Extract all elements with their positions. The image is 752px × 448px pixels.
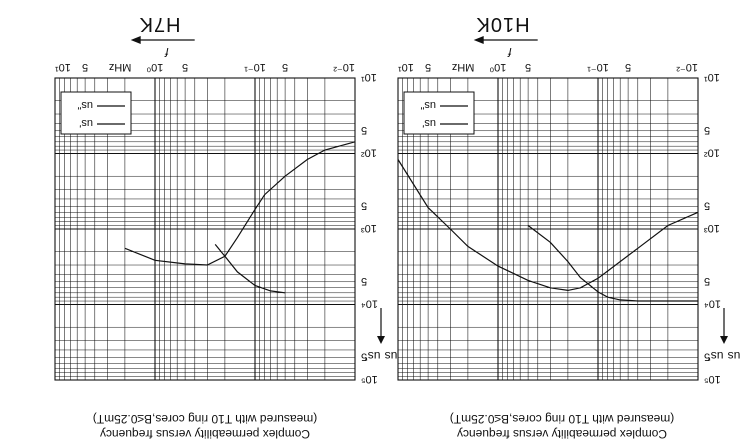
x-tick-label: 10¹ (55, 61, 71, 73)
legend-box (403, 91, 475, 135)
y-tick-label: 5 (704, 124, 710, 136)
x-tick-label: 10⁻¹ (244, 61, 266, 73)
x-tick-label: 5 (425, 61, 431, 73)
y-tick-label: 5 (704, 199, 710, 211)
y-tick-label: 10⁴ (704, 298, 721, 310)
y-tick-label: 5 (361, 199, 367, 211)
series-line-real (214, 244, 286, 294)
x-tick-label: 5 (282, 61, 288, 73)
x-tick-label: 10¹ (398, 61, 414, 73)
y-axis-label-left: us (385, 349, 398, 363)
y-axis-label-right: us' (709, 349, 724, 363)
chart-title: H7K (139, 13, 181, 35)
legend-box (60, 91, 132, 135)
y-tick-label: 5 (704, 275, 710, 287)
legend-label: us" (420, 99, 436, 111)
y-tick-label: 10¹ (361, 71, 377, 83)
x-tick-label: 5 (82, 61, 88, 73)
chart-caption-line1: Complex permeability versus frequency (457, 427, 667, 441)
series-line-imaginary (397, 159, 699, 292)
y-tick-label: 10² (361, 147, 377, 159)
y-tick-label: 10⁵ (704, 373, 721, 385)
x-tick-label: 5 (182, 61, 188, 73)
x-tick-label: 5 (625, 61, 631, 73)
y-tick-label: 5 (361, 275, 367, 287)
chart-caption-line2: (measured with T10 ring cores,B≤0.25mT) (93, 412, 317, 426)
legend-label: us" (77, 99, 93, 111)
y-axis-label-right: us' (366, 349, 381, 363)
chart-caption-line2: (measured with T10 ring cores,B≤0.25mT) (450, 412, 674, 426)
x-axis-arrow-head (473, 36, 484, 44)
x-unit-label: MHz (452, 61, 475, 73)
y-tick-label: 10⁴ (361, 298, 378, 310)
y-tick-label: 5 (361, 124, 367, 136)
chart-panel-h7k: Complex permeability versus frequency(me… (54, 13, 398, 441)
x-unit-label: MHz (109, 61, 132, 73)
x-tick-label: 10⁻¹ (587, 61, 609, 73)
y-axis-arrow-head (720, 336, 728, 344)
y-tick-label: 10² (704, 147, 720, 159)
y-tick-label: 5 (361, 350, 367, 362)
series-line-real (527, 225, 698, 302)
chart-title: H10K (476, 13, 530, 35)
x-tick-label: 10⁻² (333, 61, 355, 73)
y-tick-label: 10³ (704, 222, 720, 234)
legend-label: us' (79, 117, 93, 129)
x-axis-arrow-head (130, 36, 141, 44)
x-axis-label: f (507, 45, 512, 59)
x-axis-label: f (164, 45, 169, 59)
y-tick-label: 5 (704, 350, 710, 362)
chart-caption-line1: Complex permeability versus frequency (100, 427, 310, 441)
chart-panel-h10k: Complex permeability versus frequency(me… (397, 13, 741, 441)
x-tick-label: 5 (525, 61, 531, 73)
y-tick-label: 10¹ (704, 71, 720, 83)
y-axis-arrow-head (377, 336, 385, 344)
x-tick-label: 10⁰ (146, 61, 163, 73)
x-tick-label: 10⁰ (489, 61, 506, 73)
legend-label: us' (422, 117, 436, 129)
series-line-imaginary (124, 141, 356, 266)
y-axis-label-left: us (728, 349, 741, 363)
x-tick-label: 10⁻² (676, 61, 698, 73)
y-tick-label: 10⁵ (361, 373, 378, 385)
y-tick-label: 10³ (361, 222, 377, 234)
